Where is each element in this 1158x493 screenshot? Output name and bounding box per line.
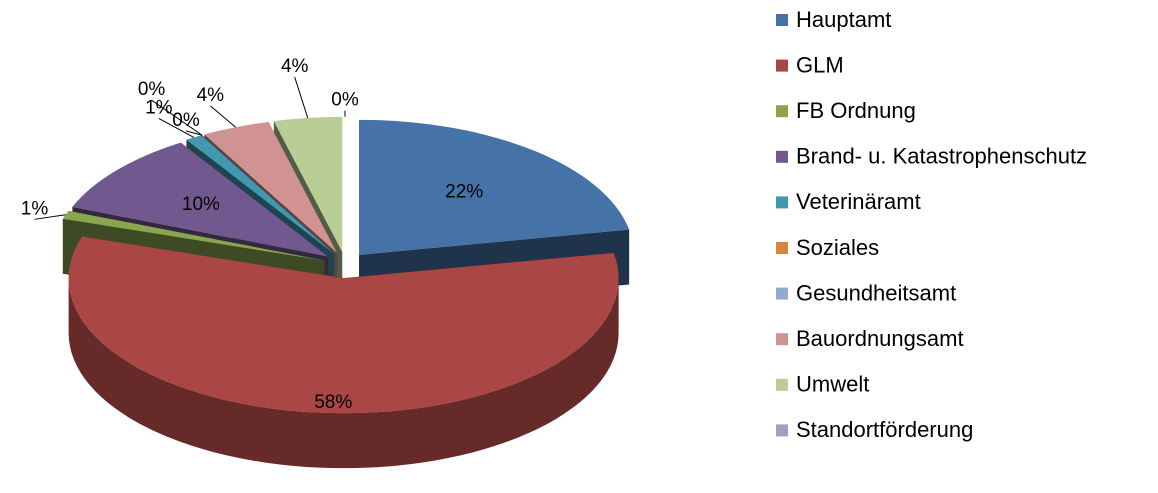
legend-swatch [776, 105, 788, 118]
data-label: 4% [281, 56, 309, 77]
legend-swatch [776, 196, 788, 209]
legend-swatch [776, 242, 788, 254]
data-label: 22% [445, 181, 483, 202]
leader-line [151, 99, 203, 136]
slice-top [273, 116, 343, 252]
legend-label: FB Ordnung [796, 98, 916, 123]
data-label: 4% [197, 85, 225, 106]
data-label: 1% [21, 198, 49, 219]
legend-label: Umwelt [796, 372, 869, 397]
slice-top [359, 119, 630, 255]
slice [68, 236, 619, 469]
legend-swatch [776, 150, 788, 163]
data-label: 0% [172, 110, 200, 131]
slice-top [68, 236, 619, 414]
legend-swatch [776, 424, 788, 437]
legend-swatch [776, 378, 788, 391]
legend-label: Gesundheitsamt [796, 280, 956, 305]
leader-line [34, 214, 66, 220]
legend-swatch [776, 14, 788, 26]
slice-side [68, 278, 619, 469]
leader-line [294, 76, 309, 119]
data-label: 10% [182, 194, 220, 215]
legend-label: Brand- u. Katastrophenschutz [796, 144, 1087, 169]
data-label: 0% [331, 90, 359, 111]
legend-swatch [776, 59, 788, 72]
slice-top [62, 210, 325, 261]
data-label: 0% [138, 79, 166, 100]
slice-top [201, 135, 335, 254]
slice-top [186, 135, 334, 254]
legend-label: Soziales [796, 235, 879, 260]
leader-line [210, 105, 236, 128]
slice-top [204, 121, 337, 253]
leader-line [158, 117, 195, 138]
legend-swatch [776, 287, 788, 300]
data-label: 1% [145, 97, 173, 118]
legend-label: GLM [796, 52, 844, 77]
legend-swatch [776, 333, 788, 346]
legend-label: Hauptamt [796, 7, 891, 32]
slice-top [72, 142, 329, 257]
data-label: 58% [314, 392, 352, 413]
legend-label: Veterinäramt [796, 189, 921, 214]
legend-label: Bauordnungsamt [796, 326, 964, 351]
leader-line [185, 130, 203, 136]
legend-label: Standortförderung [796, 417, 973, 442]
